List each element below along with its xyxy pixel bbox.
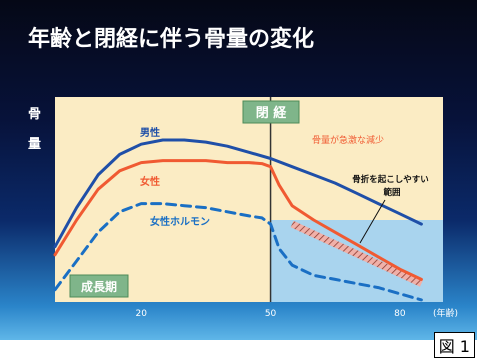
fracture-zone-label-text: 骨折を起こしやすい bbox=[352, 174, 428, 185]
x-tick-label: 50 bbox=[265, 309, 277, 319]
series-layer bbox=[53, 138, 423, 302]
hormone-series-label: 女性ホルモン bbox=[150, 215, 210, 228]
menopause-box: 閉 経 bbox=[242, 100, 300, 124]
fracture-pointer bbox=[359, 199, 386, 244]
x-axis-unit-label: (年齢) bbox=[433, 307, 458, 319]
chart-title: 年齢と閉経に伴う骨量の変化 bbox=[28, 26, 314, 52]
growth-box: 成長期 bbox=[69, 274, 129, 298]
series-line-0 bbox=[53, 138, 423, 249]
growth-label: 成長期 bbox=[81, 279, 117, 294]
series-line-2 bbox=[53, 202, 423, 302]
decline-annotation: 骨量が急激な減少 bbox=[312, 134, 384, 146]
x-tick-label: 20 bbox=[135, 309, 147, 319]
y-axis-label-char2: 量 bbox=[28, 137, 41, 152]
series-line-1 bbox=[53, 159, 423, 281]
menopause-label: 閉 経 bbox=[256, 105, 288, 121]
fracture-zone-label-line2: 範囲 bbox=[383, 187, 400, 198]
female-series-label: 女性 bbox=[140, 175, 160, 188]
fracture-risk-zone bbox=[270, 220, 443, 302]
fracture-band bbox=[290, 220, 423, 287]
x-tick-label: 80 bbox=[394, 309, 406, 319]
fracture-zone-label: 骨折を起こしやすい 範囲 bbox=[352, 174, 431, 198]
male-series-label: 男性 bbox=[140, 126, 160, 139]
bone-density-chart: 年齢と閉経に伴う骨量の変化 骨 量 20 50 80 閉 経 成長期 男性 女性 女… bbox=[28, 26, 458, 319]
y-axis-label-char1: 骨 bbox=[28, 107, 41, 122]
x-tick-labels: 20 50 80 bbox=[135, 309, 405, 319]
figure-caption: 図 1 bbox=[433, 332, 475, 358]
